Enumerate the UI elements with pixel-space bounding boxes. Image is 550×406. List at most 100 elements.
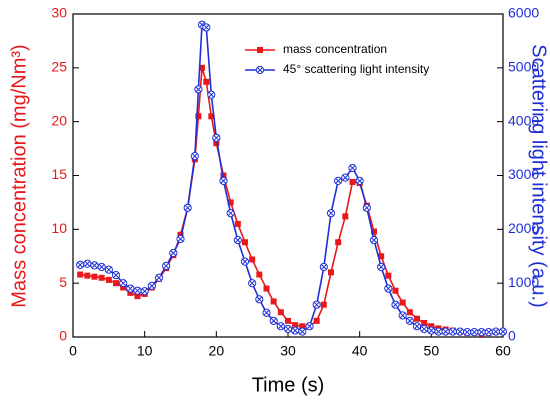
marker: [328, 269, 334, 276]
marker: [378, 253, 385, 260]
marker: [498, 327, 508, 336]
marker-square: [421, 320, 428, 327]
marker-square: [177, 231, 184, 238]
marker-cross: [435, 328, 442, 335]
y2-tick-label: 5000: [508, 59, 539, 75]
marker: [98, 274, 105, 281]
marker: [113, 280, 119, 287]
marker-square: [77, 271, 84, 278]
marker-cross: [113, 272, 119, 278]
marker-cross: [77, 262, 84, 268]
marker: [97, 262, 106, 272]
marker: [190, 152, 199, 161]
marker-cross: [256, 296, 263, 303]
marker-cross: [385, 285, 392, 292]
y2-tick-label: 2000: [508, 220, 539, 236]
marker-square: [285, 317, 291, 324]
marker: [177, 231, 184, 238]
marker: [377, 262, 386, 272]
marker-cross: [399, 312, 406, 319]
marker: [147, 281, 156, 290]
marker-cross: [84, 260, 91, 267]
marker: [208, 113, 215, 120]
marker-square: [371, 228, 377, 235]
marker: [285, 317, 291, 324]
marker-cross: [292, 327, 299, 334]
marker-cross: [277, 323, 284, 330]
marker-cross: [500, 328, 506, 335]
marker-square: [292, 322, 299, 329]
marker-square: [199, 64, 205, 71]
marker-cross: [263, 309, 270, 316]
marker-square: [220, 172, 227, 179]
marker: [126, 284, 135, 293]
marker: [255, 295, 264, 304]
marker: [119, 279, 128, 288]
marker-cross: [184, 204, 191, 211]
marker: [219, 176, 228, 185]
x-tick-label: 30: [280, 343, 296, 359]
marker-square: [414, 315, 420, 322]
marker: [194, 85, 203, 94]
marker-cross: [177, 236, 184, 242]
marker: [455, 327, 465, 336]
marker: [276, 322, 285, 331]
marker: [326, 209, 336, 218]
marker: [299, 323, 306, 330]
marker-cross: [234, 237, 241, 243]
marker: [90, 261, 99, 270]
marker-square: [270, 298, 277, 305]
marker-square: [120, 284, 127, 291]
marker-square: [127, 289, 134, 296]
marker-square: [203, 78, 210, 85]
marker: [362, 203, 371, 212]
marker: [111, 270, 121, 280]
marker: [342, 213, 349, 220]
marker-cross: [478, 329, 485, 336]
marker-square: [227, 199, 234, 206]
x-axis-label: Time (s): [252, 374, 325, 396]
marker: [491, 327, 500, 336]
marker: [291, 326, 300, 335]
marker-cross: [220, 178, 227, 184]
marker-square: [98, 274, 105, 281]
marker: [255, 65, 265, 75]
marker: [405, 316, 414, 325]
marker: [212, 133, 221, 142]
marker: [355, 176, 364, 185]
marker: [421, 320, 428, 327]
marker-square: [328, 269, 334, 276]
marker: [176, 234, 185, 244]
marker-cross: [148, 283, 155, 289]
marker: [305, 322, 314, 331]
marker: [91, 273, 98, 280]
marker-cross: [227, 210, 234, 217]
marker-square: [257, 47, 263, 53]
marker: [248, 279, 257, 288]
marker: [269, 316, 278, 325]
marker: [427, 326, 436, 335]
marker-square: [213, 140, 220, 147]
marker: [105, 276, 112, 283]
y2-tick-label: 4000: [508, 112, 539, 128]
marker: [277, 309, 284, 316]
marker-square: [313, 317, 320, 324]
marker-cross: [98, 264, 105, 270]
y-tick-label: 20: [51, 112, 67, 128]
marker: [220, 172, 227, 179]
marker: [298, 327, 307, 336]
marker: [369, 236, 379, 245]
marker: [242, 239, 248, 246]
marker-square: [134, 293, 141, 300]
marker-square: [256, 271, 263, 278]
marker: [270, 298, 277, 305]
marker-cross: [342, 174, 349, 181]
marker-cross: [328, 210, 334, 217]
marker-cross: [320, 264, 327, 270]
marker: [104, 265, 113, 274]
y-tick-label: 15: [51, 166, 67, 182]
marker-cross: [356, 178, 363, 184]
marker: [83, 259, 92, 268]
x-tick-label: 20: [209, 343, 225, 359]
